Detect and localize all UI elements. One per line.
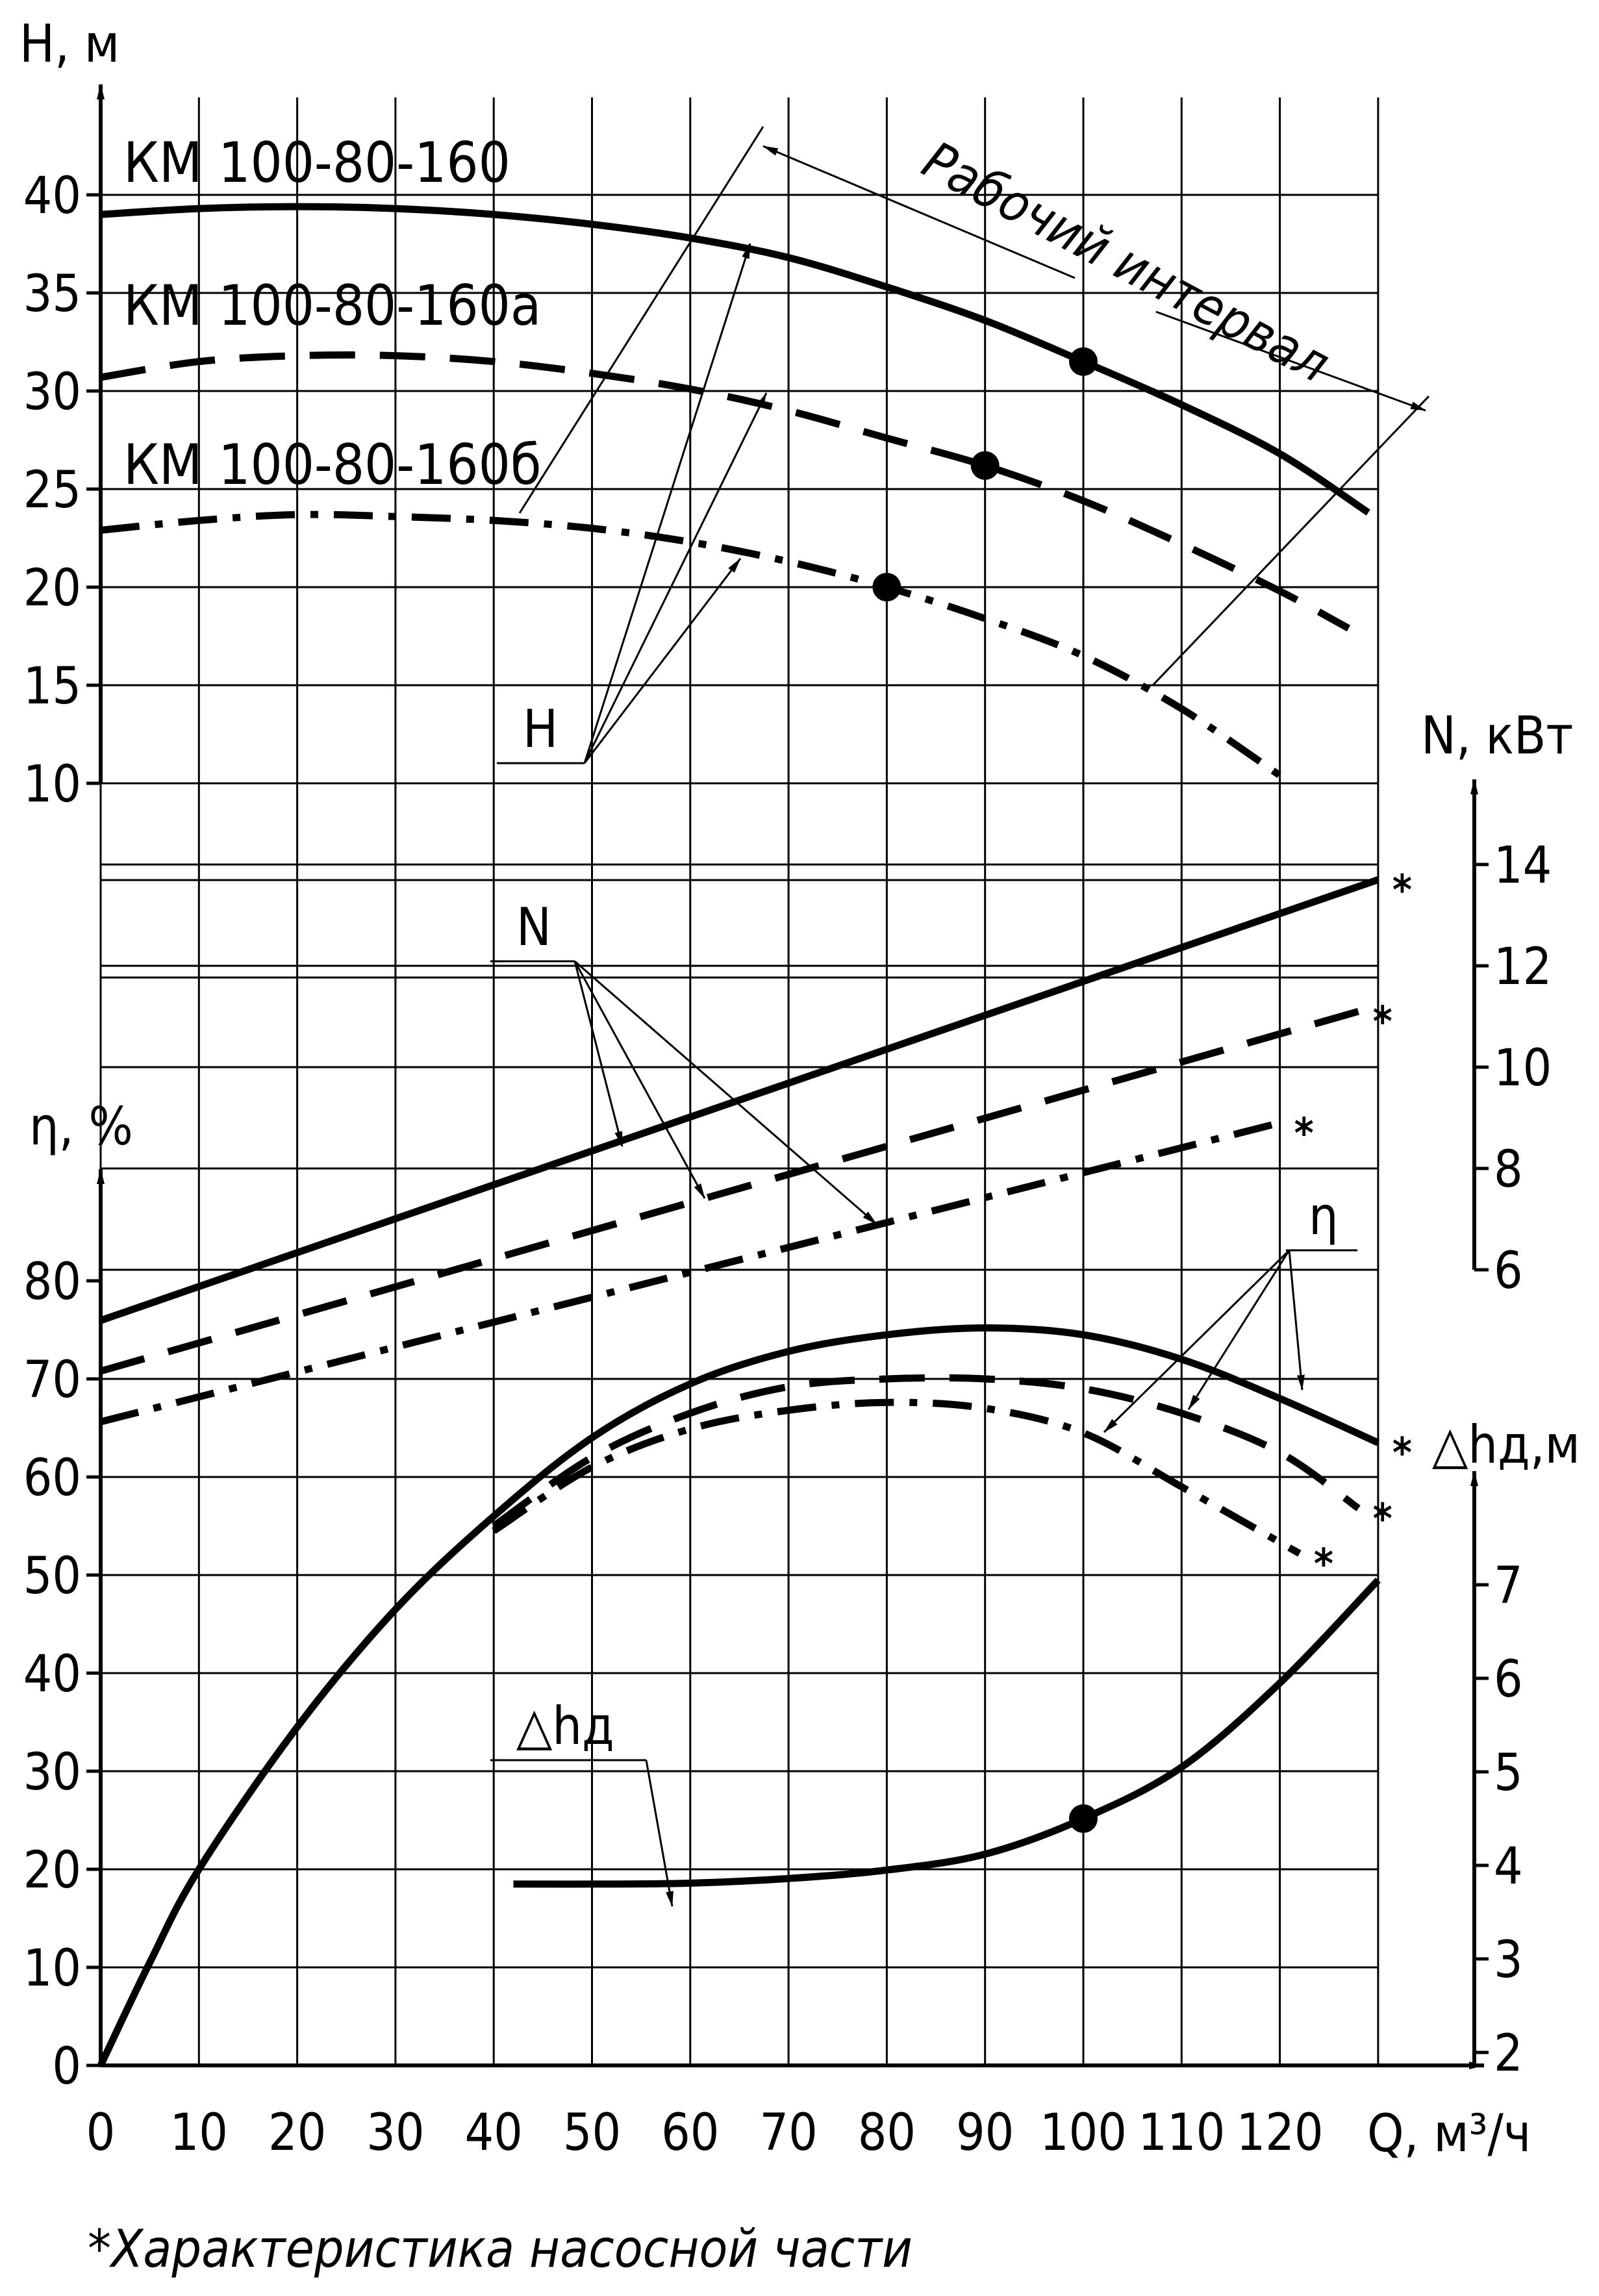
footnote: *Характеристика насосной части xyxy=(88,2219,913,2279)
eta-tick-label: 50 xyxy=(23,1547,81,1606)
n-tick-label: 6 xyxy=(1494,1242,1523,1300)
bep-point xyxy=(970,451,1000,480)
n-axis-title: N, кВт xyxy=(1421,705,1573,766)
dh-tick-label: 3 xyxy=(1494,1931,1523,1989)
eta-tick-label: 70 xyxy=(23,1351,81,1409)
q-axis-title: Q, м³/ч xyxy=(1367,2103,1531,2164)
eta-tick-label: 30 xyxy=(23,1743,81,1802)
n-tick-label: 8 xyxy=(1494,1141,1523,1199)
curve-label-h: H xyxy=(523,699,558,759)
bep-point xyxy=(1069,1804,1098,1833)
model-label-160a: КМ 100-80-160а xyxy=(123,273,541,338)
h-tick-label: 35 xyxy=(23,265,81,323)
star-mark: * xyxy=(1373,998,1392,1046)
tick-labels: 0 10 20 30 40 50 60 70 80 90 100 110 120101520253035… xyxy=(23,167,1552,2162)
h-tick-label: 30 xyxy=(23,363,81,422)
eta-curve-2 xyxy=(492,1374,1361,1530)
h-tick-label: 15 xyxy=(23,657,81,716)
h-curve-2 xyxy=(100,351,1351,632)
eta-curve-1 xyxy=(97,1324,1380,2067)
x-tick-label: 10 xyxy=(170,2104,228,2162)
dh-curve-1 xyxy=(513,1578,1381,1888)
x-tick-label: 30 xyxy=(366,2104,424,2162)
working-range-label: Рабочий интервал xyxy=(913,130,1339,395)
eta-leader-1 xyxy=(1288,1250,1305,1391)
x-tick-label: 0 xyxy=(86,2104,116,2162)
x-tick-label: 80 xyxy=(858,2104,916,2162)
dh-tick-label: 4 xyxy=(1494,1837,1523,1896)
dh-axis-title: △hд,м xyxy=(1432,1415,1580,1475)
h-axis-title: H, м xyxy=(19,14,120,74)
bep-point xyxy=(872,573,901,601)
grid xyxy=(99,97,1379,2067)
x-tick-label: 60 xyxy=(661,2104,719,2162)
model-label-160: КМ 100-80-160 xyxy=(123,131,510,196)
curve-label-n: N xyxy=(516,897,551,957)
n-curve-2 xyxy=(99,1007,1360,1375)
curves xyxy=(97,203,1381,2067)
n-tick-label: 10 xyxy=(1494,1039,1552,1098)
range-bound-left xyxy=(518,126,764,514)
n-curve-1 xyxy=(99,876,1379,1324)
eta-axis-title: η, % xyxy=(29,1096,133,1157)
model-label-160b: КМ 100-80-160б xyxy=(123,433,542,498)
eta-curve-3 xyxy=(492,1398,1302,1557)
h-leader-1 xyxy=(583,243,751,764)
range-bound-right xyxy=(1152,395,1430,687)
x-tick-label: 50 xyxy=(563,2104,621,2162)
eta-leader-2 xyxy=(1187,1250,1291,1410)
n-leader-3 xyxy=(574,960,877,1226)
curve-label-dh: △hд xyxy=(516,1696,614,1756)
dh-tick-label: 5 xyxy=(1494,1744,1523,1802)
h-leader-3 xyxy=(583,558,742,764)
dh-tick-label: 2 xyxy=(1494,2025,1523,2083)
n-tick-label: 12 xyxy=(1494,938,1552,996)
x-tick-label: 110 xyxy=(1138,2104,1225,2162)
x-tick-label: 120 xyxy=(1237,2104,1324,2162)
markers: ****** xyxy=(872,347,1412,1833)
h-tick-label: 20 xyxy=(23,559,81,618)
star-mark: * xyxy=(1392,1430,1412,1478)
star-mark: * xyxy=(1294,1110,1314,1158)
star-mark: * xyxy=(1373,1495,1392,1543)
n-leader-2 xyxy=(573,961,706,1199)
range-arrow-right xyxy=(1155,310,1426,412)
dh-tick-label: 6 xyxy=(1494,1650,1523,1709)
star-mark: * xyxy=(1392,866,1412,915)
eta-tick-label: 10 xyxy=(23,1939,81,1998)
bep-point xyxy=(1069,347,1098,376)
annotations xyxy=(490,126,1430,1907)
h-tick-label: 10 xyxy=(23,755,81,814)
x-tick-label: 100 xyxy=(1040,2104,1127,2162)
eta-tick-label: 80 xyxy=(23,1253,81,1311)
n-leader-1 xyxy=(573,961,623,1147)
h-tick-label: 40 xyxy=(23,167,81,225)
h-leader-2 xyxy=(583,392,768,764)
eta-tick-label: 60 xyxy=(23,1449,81,1508)
n-tick-label: 14 xyxy=(1494,837,1552,895)
eta-tick-label: 20 xyxy=(23,1841,81,1900)
curve-label-eta: η xyxy=(1309,1186,1339,1246)
x-tick-label: 70 xyxy=(759,2104,817,2162)
eta-tick-label: 0 xyxy=(52,2037,81,2096)
x-tick-label: 20 xyxy=(268,2104,326,2162)
x-tick-label: 40 xyxy=(465,2104,523,2162)
dh-leader xyxy=(645,1760,674,1907)
eta-tick-label: 40 xyxy=(23,1645,81,1704)
x-tick-label: 90 xyxy=(956,2104,1014,2162)
dh-tick-label: 7 xyxy=(1494,1557,1523,1615)
h-tick-label: 25 xyxy=(23,461,81,520)
range-arrow-left xyxy=(762,145,1076,279)
star-mark: * xyxy=(1314,1541,1333,1589)
eta-leader-3 xyxy=(1103,1249,1291,1433)
axes xyxy=(97,84,1485,2069)
